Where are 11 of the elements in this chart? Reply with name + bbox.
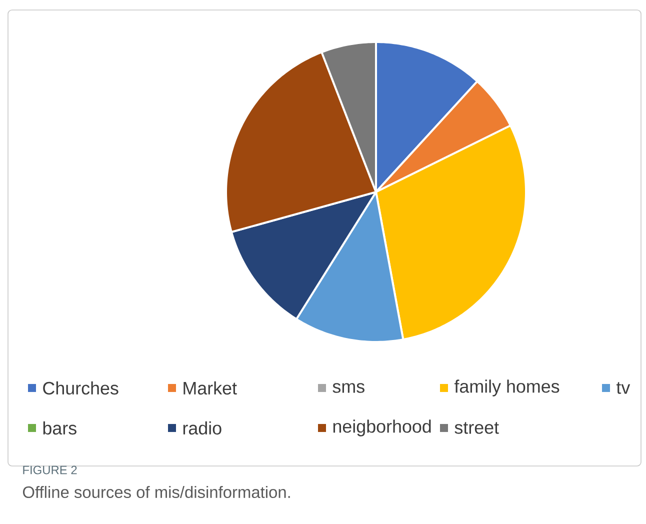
legend-label: tv: [616, 382, 630, 394]
legend-label: Churches: [43, 381, 118, 395]
text: Offline sources of mis/disinformation.: [22, 486, 290, 498]
text: FIGURE 2: [23, 466, 77, 474]
legend-label: bars: [43, 421, 76, 435]
legend-label: sms: [332, 383, 364, 393]
legend-label: street: [454, 422, 499, 434]
legend-label: family homes: [454, 380, 560, 396]
legend-label: radio: [183, 421, 222, 435]
legend-label: neigborhood: [333, 420, 431, 436]
legend-label: Market: [184, 381, 237, 395]
